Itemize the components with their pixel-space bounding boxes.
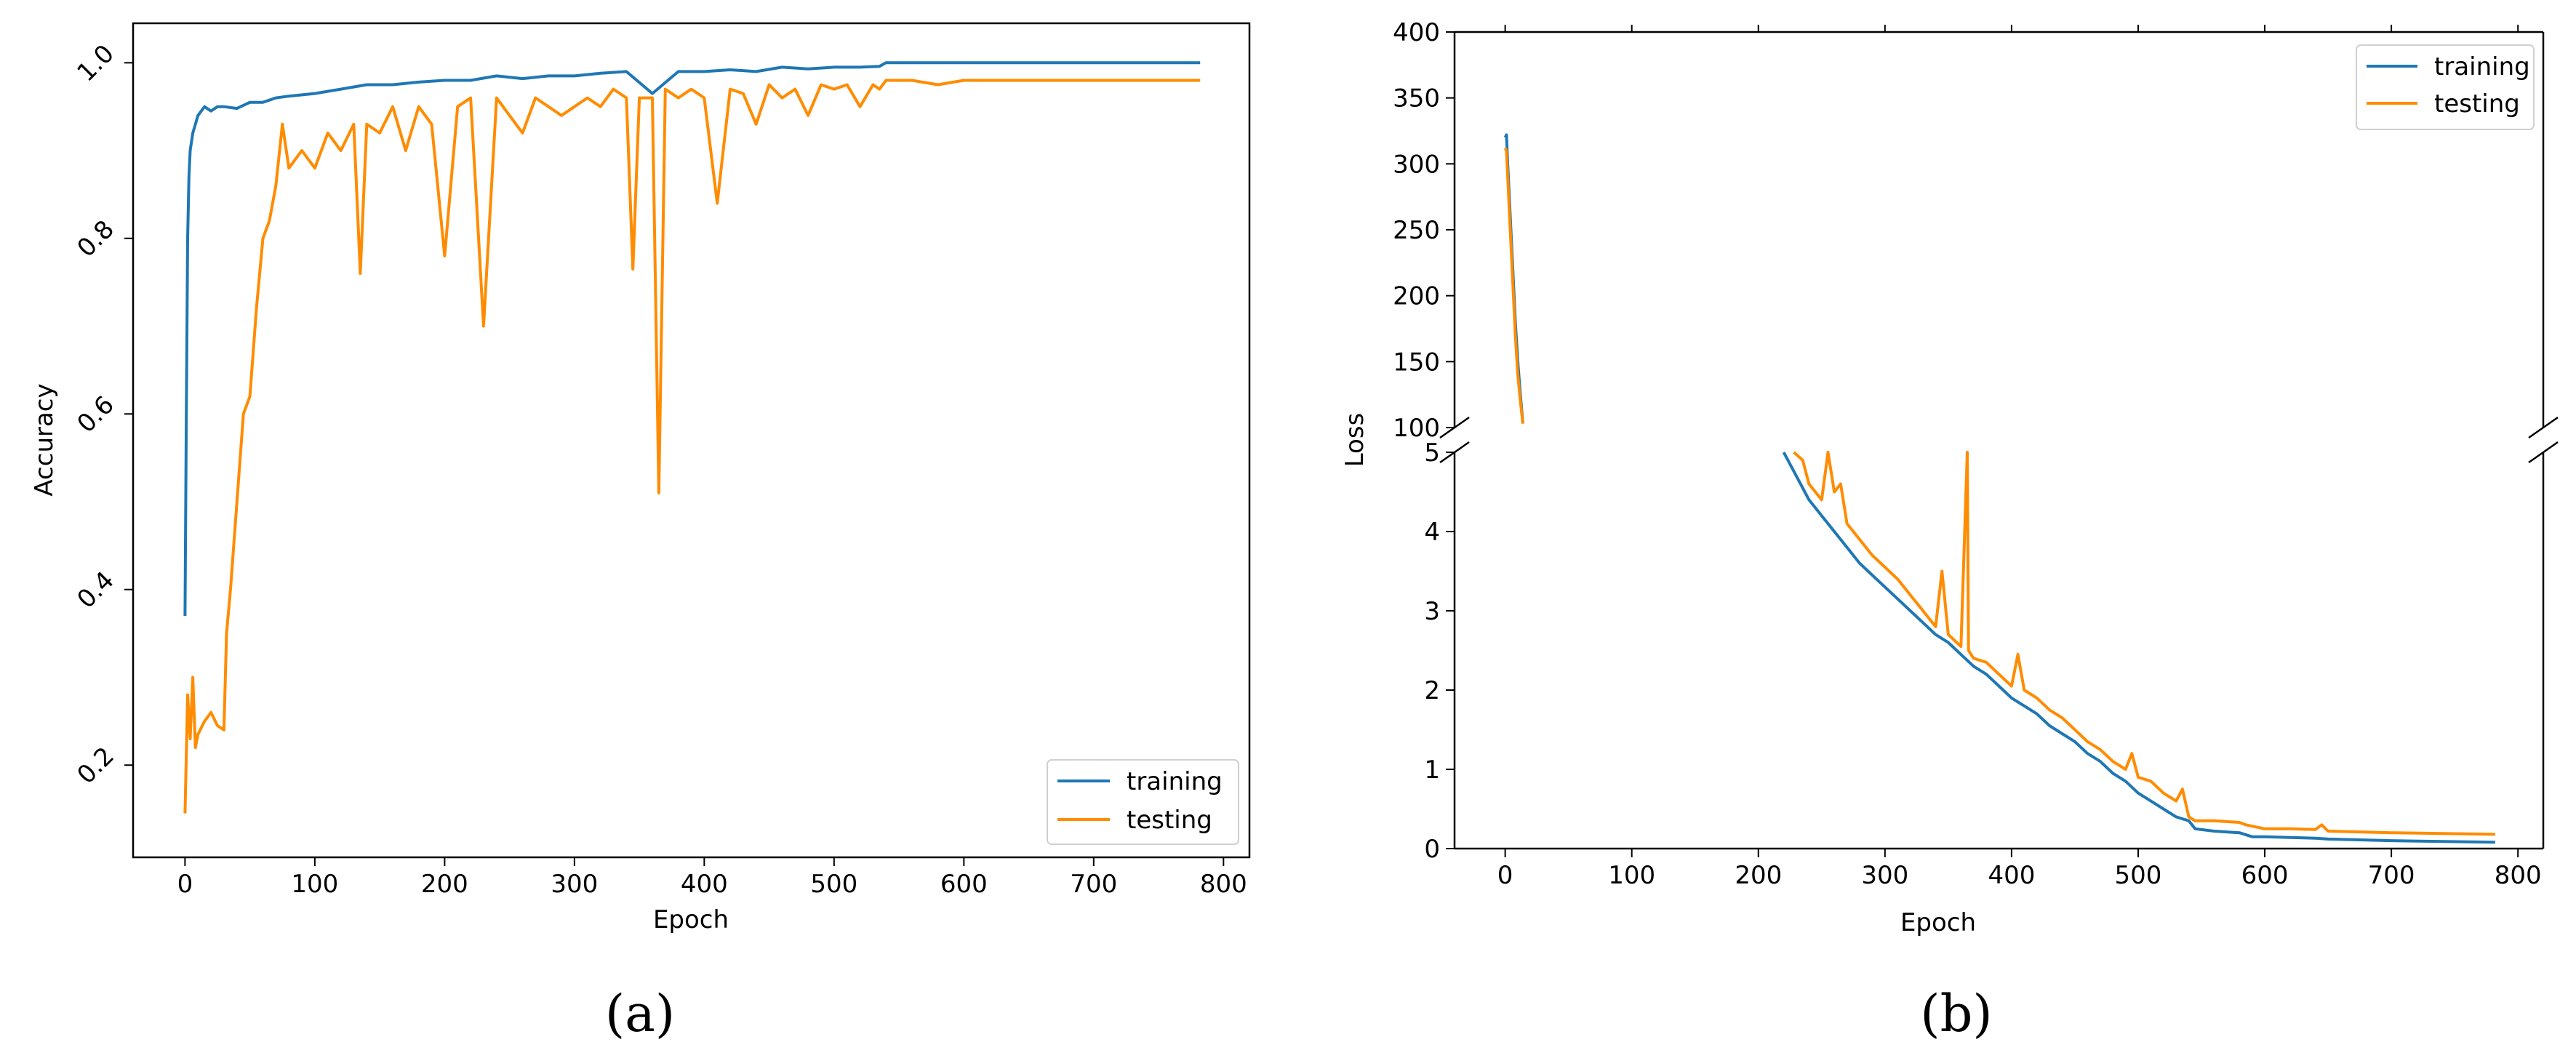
loss-lower-y-tick-label: 0: [1424, 835, 1440, 864]
loss-lower-y-tick-label: 5: [1424, 438, 1440, 468]
loss-upper-y-tick-label: 200: [1393, 282, 1440, 311]
loss-legend-training-label: training: [2434, 52, 2530, 81]
accuracy-x-tick-label: 700: [1070, 870, 1117, 899]
break-mark-upper-right: [2528, 416, 2559, 439]
loss-x-tick-label: 100: [1608, 861, 1655, 890]
accuracy-x-tick-label: 0: [177, 870, 193, 899]
accuracy-x-tick-label: 300: [551, 870, 598, 899]
accuracy-y-tick-label: 0.8: [71, 215, 120, 263]
accuracy-series-testing: [183, 79, 1201, 814]
loss-x-tick-label: 600: [2241, 861, 2289, 890]
loss-lower-y-tick-label: 1: [1424, 756, 1440, 785]
accuracy-legend: training testing: [1047, 759, 1239, 845]
axis-break-marks: [1439, 416, 2559, 464]
loss-lower-y-tick-label: 4: [1424, 518, 1440, 547]
loss-series-upper-testing: [1503, 147, 1524, 424]
loss-series-layer: [1503, 133, 2495, 844]
loss-lower-y-tick-label: 3: [1424, 597, 1440, 626]
loss-upper-top-ticks: [1504, 25, 2519, 32]
accuracy-plot-frame: [132, 22, 1251, 859]
panel-a-caption: (a): [605, 984, 675, 1043]
accuracy-x-tick-label: 200: [421, 870, 468, 899]
loss-upper-y-axis: 100 150 200 250 300 350 400: [1393, 18, 1455, 443]
loss-x-axis-title: Epoch: [1900, 908, 1976, 937]
loss-upper-y-tick-label: 400: [1393, 18, 1440, 47]
loss-x-tick-label: 300: [1861, 861, 1908, 890]
loss-x-tick-label: 200: [1735, 861, 1782, 890]
accuracy-legend-training-label: training: [1127, 767, 1223, 796]
loss-y-axis-title: Loss: [1340, 413, 1369, 468]
loss-legend: training testing: [2356, 44, 2535, 130]
accuracy-x-tick-label: 500: [810, 870, 857, 899]
loss-upper-y-tick-label: 100: [1393, 414, 1440, 443]
loss-x-tick-label: 0: [1497, 861, 1513, 890]
loss-series-lower-testing: [1793, 451, 2495, 836]
accuracy-series-training: [183, 61, 1201, 617]
loss-upper-y-tick-label: 350: [1393, 84, 1440, 113]
loss-legend-testing-label: testing: [2434, 89, 2520, 119]
panel-b-caption: (b): [1920, 984, 1992, 1043]
loss-lower-y-tick-label: 2: [1424, 676, 1440, 705]
loss-series-lower-training: [1782, 452, 2495, 844]
break-mark-lower-right: [2528, 441, 2559, 464]
loss-upper-y-tick-label: 250: [1393, 216, 1440, 245]
accuracy-y-tick-label: 0.6: [71, 390, 120, 439]
accuracy-y-tick-label: 1.0: [71, 39, 120, 88]
loss-upper-y-tick-label: 300: [1393, 150, 1440, 179]
accuracy-x-tick-label: 800: [1200, 870, 1247, 899]
loss-x-tick-label: 500: [2115, 861, 2162, 890]
accuracy-x-tick-label: 400: [681, 870, 728, 899]
accuracy-y-axis-title: Accuracy: [30, 383, 59, 496]
accuracy-legend-testing-label: testing: [1127, 806, 1212, 835]
loss-x-tick-label: 400: [1988, 861, 2035, 890]
loss-x-tick-label: 800: [2495, 861, 2542, 890]
accuracy-series-layer: [183, 61, 1201, 814]
accuracy-y-tick-label: 0.4: [71, 566, 120, 614]
accuracy-x-tick-label: 100: [291, 870, 338, 899]
accuracy-y-tick-label: 0.2: [71, 742, 120, 790]
panel-b: 0 100 200 300 400 500 600 700 800 10015020025030…: [1340, 18, 2559, 1043]
accuracy-x-axis: 0 100 200 300 400 500 600 700 800: [177, 857, 1247, 899]
loss-lower-y-axis: 0 1 2 3 4 5: [1424, 438, 1455, 864]
accuracy-x-tick-label: 600: [940, 870, 988, 899]
loss-x-tick-label: 700: [2368, 861, 2415, 890]
panel-a: 0 100 200 300 400 500 600 700 800 0.2 0.4 0.6 0.8 1.…: [30, 22, 1251, 1043]
loss-upper-y-tick-label: 150: [1393, 348, 1440, 377]
accuracy-x-axis-title: Epoch: [653, 905, 729, 934]
accuracy-y-axis: 0.2 0.4 0.6 0.8 1.0: [71, 39, 133, 790]
loss-x-axis: 0 100 200 300 400 500 600 700 800: [1497, 849, 2542, 890]
